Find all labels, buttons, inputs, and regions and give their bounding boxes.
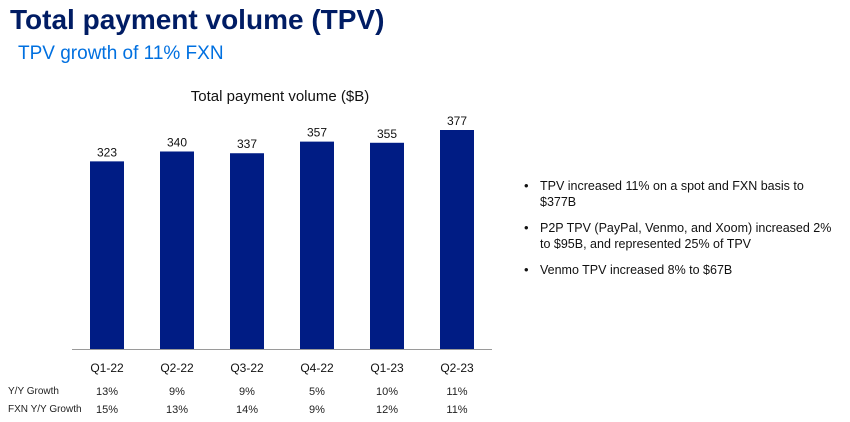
growth-value: 14% [235, 404, 259, 416]
bar-value-label: 377 [447, 114, 467, 128]
growth-value: 5% [309, 386, 325, 398]
bar-Q1-23 [370, 142, 404, 349]
category-label: Q2-23 [440, 361, 474, 375]
growth-value: 13% [95, 386, 119, 398]
bar-Q1-22 [90, 161, 124, 349]
growth-value: 10% [375, 386, 399, 398]
page-title: Total payment volume (TPV) [10, 4, 385, 35]
bar-value-label: 355 [377, 127, 397, 141]
growth-value: 9% [169, 386, 185, 398]
growth-value: 12% [375, 404, 399, 416]
category-label: Q2-22 [160, 361, 194, 375]
growth-row-label: FXN Y/Y Growth [8, 404, 82, 415]
key-points-list: TPV increased 11% on a spot and FXN basi… [522, 178, 842, 288]
bar-value-label: 323 [97, 145, 117, 159]
bar-value-label: 357 [307, 126, 327, 140]
page-subtitle: TPV growth of 11% FXN [18, 43, 224, 64]
category-label: Q1-23 [370, 361, 404, 375]
category-label: Q4-22 [300, 361, 334, 375]
bar-value-label: 340 [167, 135, 187, 149]
bar-value-label: 337 [237, 137, 257, 151]
growth-value: 11% [446, 404, 468, 416]
growth-value: 11% [446, 386, 468, 398]
bar-Q2-23 [440, 130, 474, 349]
growth-value: 13% [165, 404, 189, 416]
key-point: P2P TPV (PayPal, Venmo, and Xoom) increa… [522, 220, 842, 252]
bar-Q3-22 [230, 153, 264, 349]
chart-title: Total payment volume ($B) [190, 88, 370, 105]
growth-row-label: Y/Y Growth [8, 386, 59, 397]
key-point: TPV increased 11% on a spot and FXN basi… [522, 178, 842, 210]
category-label: Q1-22 [90, 361, 124, 375]
bar-Q2-22 [160, 151, 194, 349]
growth-value: 9% [239, 386, 255, 398]
key-point: Venmo TPV increased 8% to $67B [522, 262, 842, 278]
bar-Q4-22 [300, 141, 334, 349]
growth-value: 15% [95, 404, 119, 416]
growth-value: 9% [309, 404, 325, 416]
category-label: Q3-22 [230, 361, 264, 375]
